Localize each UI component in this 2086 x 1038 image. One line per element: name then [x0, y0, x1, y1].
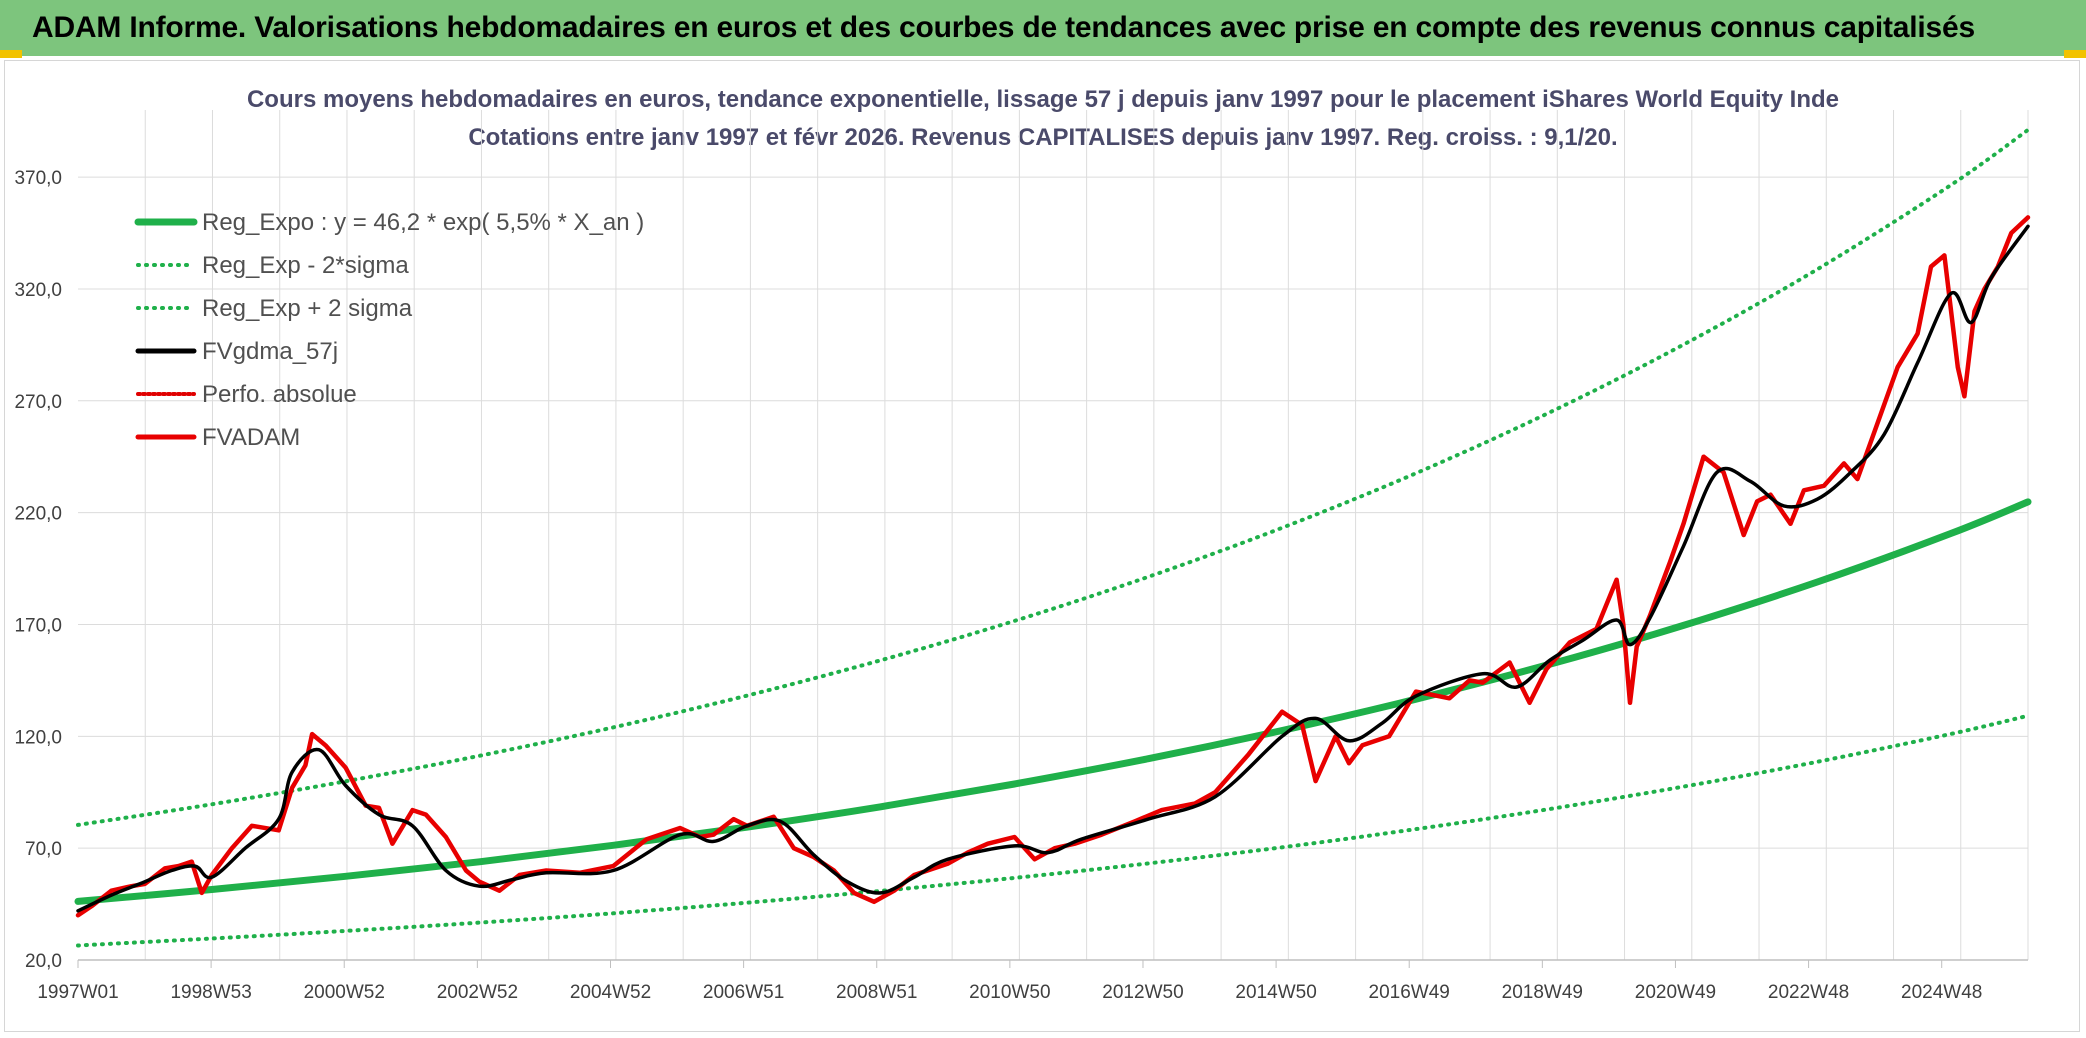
y-tick-label: 320,0 — [14, 280, 62, 301]
series-fvadam — [75, 215, 2031, 918]
legend-label: Reg_Expo : y = 46,2 * exp( 5,5% * X_an ) — [202, 209, 644, 236]
series-reg-expo — [74, 498, 2032, 905]
chart-title: Cours moyens hebdomadaires en euros, ten… — [246, 86, 1840, 113]
series-reg-plus-2sigma — [76, 127, 2030, 827]
x-tick-label: 2014W50 — [1235, 982, 1316, 1003]
y-tick-label: 220,0 — [14, 504, 62, 525]
header-corner-left — [0, 50, 22, 58]
series-fvgdma-57j — [76, 224, 2030, 913]
x-tick-label: 1998W53 — [170, 982, 251, 1003]
grid-layer — [78, 110, 2029, 961]
x-tick-label: 2018W49 — [1502, 982, 1583, 1003]
legend-label: Reg_Exp + 2 sigma — [202, 295, 413, 322]
axis-layer: 20,0 70,0 120,0 170,0 220,0 270,0 320,0 370,0 19… — [14, 168, 2028, 1003]
y-tick-label: 20,0 — [25, 951, 62, 972]
x-tick-label: 2010W50 — [969, 982, 1050, 1003]
x-tick-label: 2002W52 — [437, 982, 518, 1003]
x-tick-label: 2012W50 — [1102, 982, 1183, 1003]
y-tick-label: 370,0 — [14, 168, 62, 189]
page-title: ADAM Informe. Valorisations hebdomadaire… — [32, 11, 1975, 44]
series-layer — [74, 127, 2032, 948]
x-tick-label: 2020W49 — [1635, 982, 1716, 1003]
y-tick-label: 70,0 — [25, 839, 62, 860]
x-tick-label: 2000W52 — [304, 982, 385, 1003]
x-tick-label: 2008W51 — [836, 982, 917, 1003]
x-tick-label: 2024W48 — [1901, 982, 1982, 1003]
legend-label: FVADAM — [202, 424, 300, 451]
chart-subtitle: Cotations entre janv 1997 et févr 2026. … — [468, 124, 1618, 151]
y-tick-label: 270,0 — [14, 392, 62, 413]
chart-frame — [4, 60, 2080, 1032]
header-bar — [0, 0, 2086, 56]
legend-label: Reg_Exp - 2*sigma — [202, 252, 409, 279]
y-tick-label: 120,0 — [14, 727, 62, 748]
y-tick-label: 170,0 — [14, 615, 62, 636]
chart-legend: Reg_Expo : y = 46,2 * exp( 5,5% * X_an )… — [134, 209, 644, 451]
x-tick-label: 2016W49 — [1369, 982, 1450, 1003]
series-reg-minus-2sigma — [76, 713, 2030, 948]
header-corner-right — [2064, 50, 2086, 58]
x-tick-label: 2006W51 — [703, 982, 784, 1003]
legend-label: Perfo. absolue — [202, 381, 357, 408]
x-tick-label: 2004W52 — [570, 982, 651, 1003]
legend-label: FVgdma_57j — [202, 338, 338, 365]
x-tick-label: 2022W48 — [1768, 982, 1849, 1003]
x-tick-label: 1997W01 — [37, 982, 118, 1003]
